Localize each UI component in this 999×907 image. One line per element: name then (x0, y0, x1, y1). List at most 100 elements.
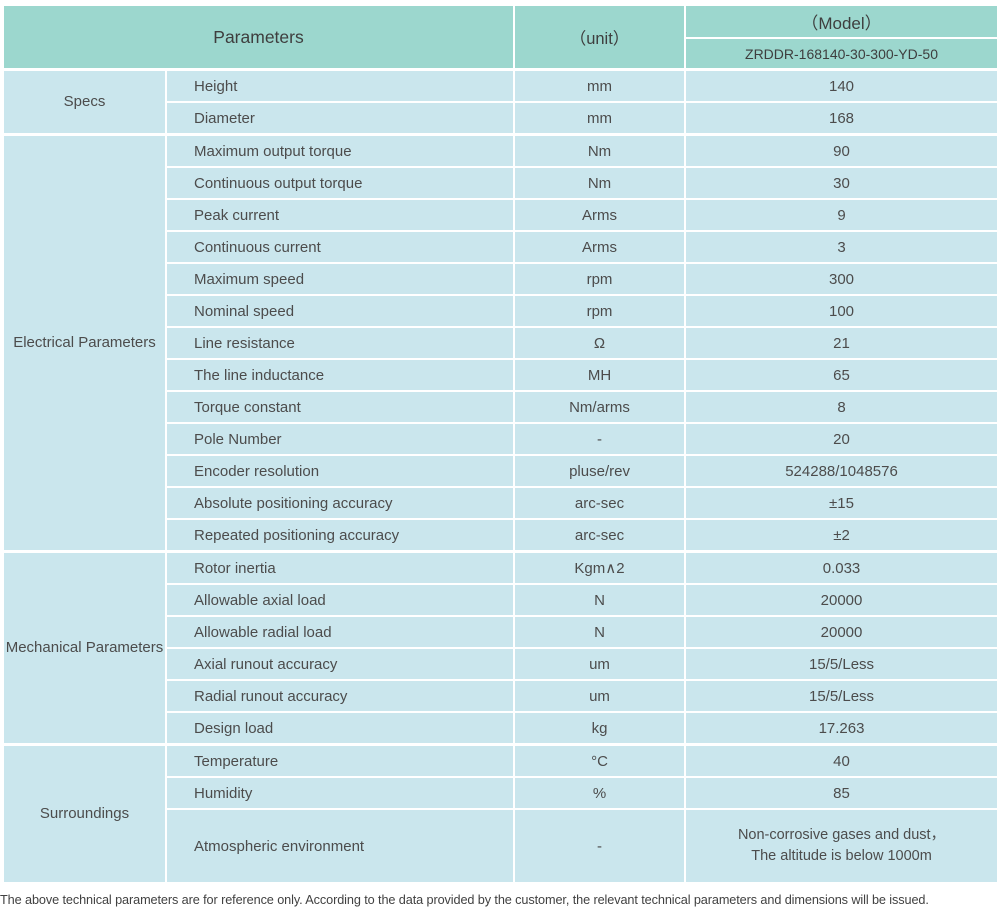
spec-table: Parameters （unit） （Model） ZRDDR-168140-3… (1, 4, 999, 884)
param-unit: arc-sec (513, 486, 687, 520)
param-name: Continuous current (164, 230, 516, 264)
param-value: 15/5/Less (684, 647, 999, 681)
group-label-electrical: Electrical Parameters (2, 133, 167, 553)
parameters-header: Parameters (1, 4, 516, 71)
param-value: 9 (684, 198, 999, 232)
table-row: Design load kg 17.263 (3, 711, 999, 746)
table-row: Continuous current Arms 3 (3, 230, 999, 264)
param-value: 168 (684, 101, 999, 136)
param-name: Atmospheric environment (164, 808, 516, 884)
table-row: Pole Number - 20 (3, 422, 999, 456)
param-unit: MH (513, 358, 687, 392)
param-value: 15/5/Less (684, 679, 999, 713)
param-unit: um (513, 679, 687, 713)
param-value: 100 (684, 294, 999, 328)
param-unit: Arms (513, 198, 687, 232)
param-value: 140 (684, 68, 999, 103)
model-header: （Model） (684, 4, 999, 39)
param-unit: arc-sec (513, 518, 687, 553)
table-row: Electrical Parameters Maximum output tor… (2, 133, 999, 553)
header-row-1: Parameters （unit） （Model） (1, 4, 999, 71)
param-unit: Nm (513, 133, 687, 168)
param-unit: N (513, 583, 687, 617)
param-value: 20000 (684, 615, 999, 649)
param-name: Allowable axial load (164, 583, 516, 617)
param-value: 524288/1048576 (684, 454, 999, 488)
param-unit: rpm (513, 294, 687, 328)
table-row: Encoder resolution pluse/rev 524288/1048… (3, 454, 999, 488)
param-name: Height (164, 68, 516, 103)
table-row: Continuous output torque Nm 30 (3, 166, 999, 200)
table-row: Humidity % 85 (3, 776, 999, 810)
group-label-specs: Specs (2, 68, 167, 136)
group-label-mechanical: Mechanical Parameters (2, 550, 167, 746)
table-row: Radial runout accuracy um 15/5/Less (3, 679, 999, 713)
param-value: 8 (684, 390, 999, 424)
param-name: Axial runout accuracy (164, 647, 516, 681)
param-unit: um (513, 647, 687, 681)
param-name: Maximum output torque (164, 133, 516, 168)
table-row: Maximum speed rpm 300 (3, 262, 999, 296)
param-name: Repeated positioning accuracy (164, 518, 516, 553)
param-value: 20 (684, 422, 999, 456)
param-value: 300 (684, 262, 999, 296)
param-name: Maximum speed (164, 262, 516, 296)
param-name: Line resistance (164, 326, 516, 360)
table-row: Specs Height mm 140 (2, 68, 999, 136)
table-row: Repeated positioning accuracy arc-sec ±2 (3, 518, 999, 553)
table-header: Parameters （unit） （Model） ZRDDR-168140-3… (1, 4, 999, 71)
param-name: Continuous output torque (164, 166, 516, 200)
param-unit: kg (513, 711, 687, 746)
unit-header: （unit） (513, 4, 687, 71)
param-unit: - (513, 422, 687, 456)
header-row-2: ZRDDR-168140-30-300-YD-50 (3, 37, 999, 71)
model-number: ZRDDR-168140-30-300-YD-50 (684, 37, 999, 71)
table-row: Diameter mm 168 (3, 101, 999, 136)
param-name: Torque constant (164, 390, 516, 424)
table-row: Peak current Arms 9 (3, 198, 999, 232)
param-value: 40 (684, 743, 999, 778)
param-value: ±2 (684, 518, 999, 553)
param-value: Non-corrosive gases and dust， The altitu… (684, 808, 999, 884)
param-name: Diameter (164, 101, 516, 136)
param-name: Encoder resolution (164, 454, 516, 488)
param-name: Rotor inertia (164, 550, 516, 585)
param-value: 20000 (684, 583, 999, 617)
table-row: Atmospheric environment - Non-corrosive … (3, 808, 999, 884)
param-name: Temperature (164, 743, 516, 778)
param-name: Radial runout accuracy (164, 679, 516, 713)
param-value: 21 (684, 326, 999, 360)
param-value: 65 (684, 358, 999, 392)
param-name: Absolute positioning accuracy (164, 486, 516, 520)
param-name: Peak current (164, 198, 516, 232)
table-row: Allowable radial load N 20000 (3, 615, 999, 649)
table-row: Absolute positioning accuracy arc-sec ±1… (3, 486, 999, 520)
param-value: 0.033 (684, 550, 999, 585)
param-value: 3 (684, 230, 999, 264)
param-value: 30 (684, 166, 999, 200)
param-value: 17.263 (684, 711, 999, 746)
param-unit: % (513, 776, 687, 810)
table-row: Line resistance Ω 21 (3, 326, 999, 360)
param-unit: Nm (513, 166, 687, 200)
table-row: Allowable axial load N 20000 (3, 583, 999, 617)
param-name: Nominal speed (164, 294, 516, 328)
table-row: Mechanical Parameters Rotor inertia Kgm∧… (2, 550, 999, 746)
table-row: Axial runout accuracy um 15/5/Less (3, 647, 999, 681)
param-name: Humidity (164, 776, 516, 810)
param-value: 85 (684, 776, 999, 810)
param-unit: mm (513, 101, 687, 136)
param-unit: rpm (513, 262, 687, 296)
table-row: Torque constant Nm/arms 8 (3, 390, 999, 424)
param-name: Design load (164, 711, 516, 746)
param-unit: Nm/arms (513, 390, 687, 424)
table-row: The line inductance MH 65 (3, 358, 999, 392)
footnote: The above technical parameters are for r… (0, 893, 929, 907)
param-unit: Arms (513, 230, 687, 264)
param-name: Allowable radial load (164, 615, 516, 649)
param-unit: Ω (513, 326, 687, 360)
table-row: Nominal speed rpm 100 (3, 294, 999, 328)
param-unit: Kgm∧2 (513, 550, 687, 585)
param-unit: mm (513, 68, 687, 103)
table-row: Surroundings Temperature °C 40 (2, 743, 999, 884)
